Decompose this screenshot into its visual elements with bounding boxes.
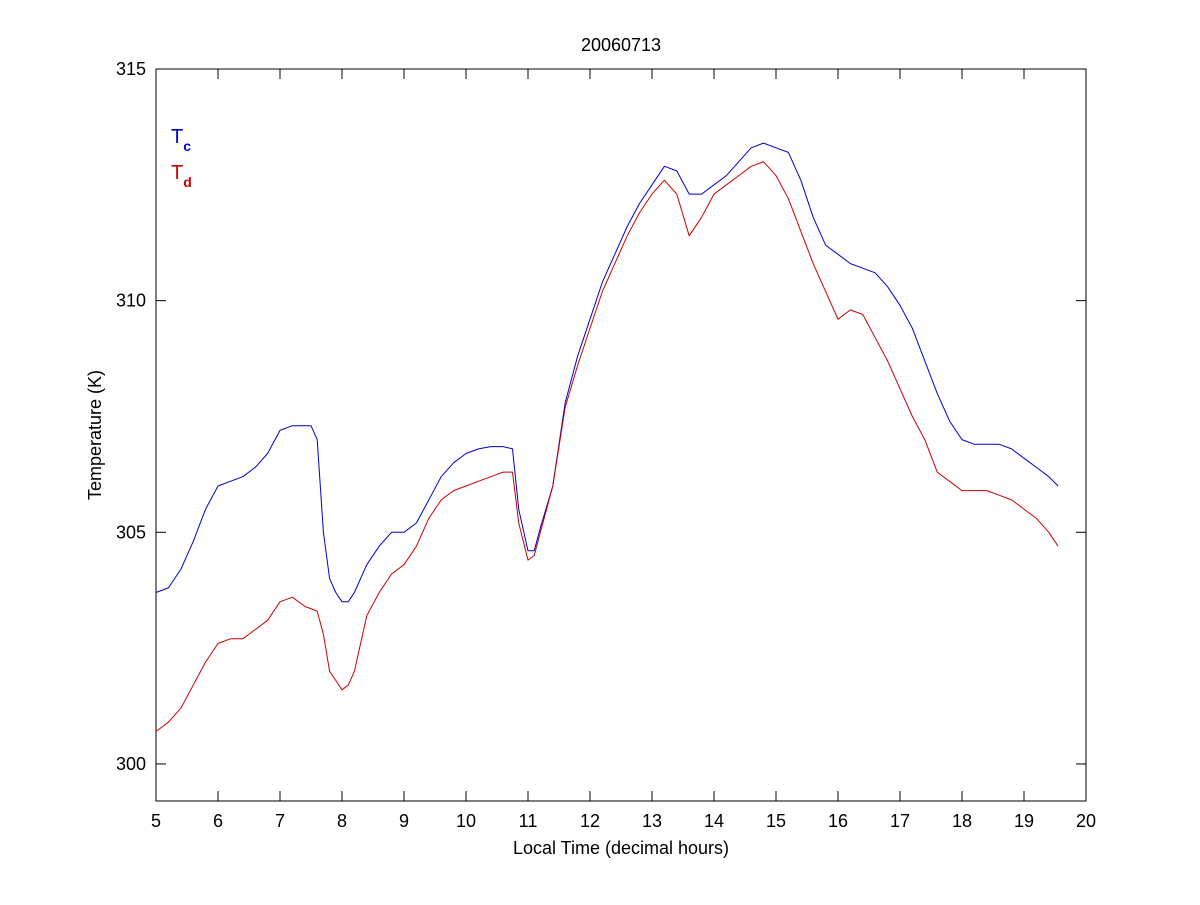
legend-subscript-td: d — [183, 174, 192, 190]
legend-entry-td: Td — [171, 162, 192, 190]
x-tick-label: 13 — [642, 811, 662, 831]
legend-subscript-tc: c — [183, 138, 191, 154]
x-tick-label: 14 — [704, 811, 724, 831]
chart-title: 20060713 — [581, 35, 661, 55]
y-tick-label: 310 — [116, 291, 146, 311]
y-tick-label: 305 — [116, 522, 146, 542]
legend-label-td: T — [171, 162, 183, 184]
x-tick-label: 16 — [828, 811, 848, 831]
x-tick-label: 11 — [519, 811, 538, 831]
x-tick-label: 9 — [399, 811, 409, 831]
series-line-tc — [155, 142, 1059, 603]
axes-box — [155, 68, 1087, 802]
x-tick-label: 20 — [1076, 811, 1096, 831]
series-layer — [155, 142, 1059, 732]
y-tick-label: 300 — [116, 754, 146, 774]
ticks-layer: 5 6 7 8 9 10 11 12 13 14 15 16 17 18 19 20 300 305 310 315 — [116, 59, 1096, 831]
x-tick-label: 8 — [337, 811, 347, 831]
plot-area: 5 6 7 8 9 10 11 12 13 14 15 16 17 18 19 20 300 305 310 315 — [116, 59, 1096, 831]
x-axis-title: Local Time (decimal hours) — [513, 838, 729, 858]
x-tick-label: 6 — [213, 811, 223, 831]
x-tick-label: 12 — [580, 811, 600, 831]
x-tick-label: 7 — [275, 811, 285, 831]
legend: Tc Td — [171, 126, 192, 190]
y-axis-title: Temperature (K) — [85, 370, 105, 500]
legend-entry-tc: Tc — [171, 126, 191, 154]
series-line-td — [155, 161, 1059, 732]
legend-label-tc: T — [171, 126, 183, 148]
x-tick-label: 15 — [766, 811, 786, 831]
x-tick-label: 19 — [1014, 811, 1034, 831]
x-tick-label: 10 — [456, 811, 476, 831]
x-tick-label: 18 — [952, 811, 972, 831]
x-tick-label: 17 — [890, 811, 910, 831]
x-tick-label: 5 — [151, 811, 161, 831]
y-tick-label: 315 — [116, 59, 146, 79]
